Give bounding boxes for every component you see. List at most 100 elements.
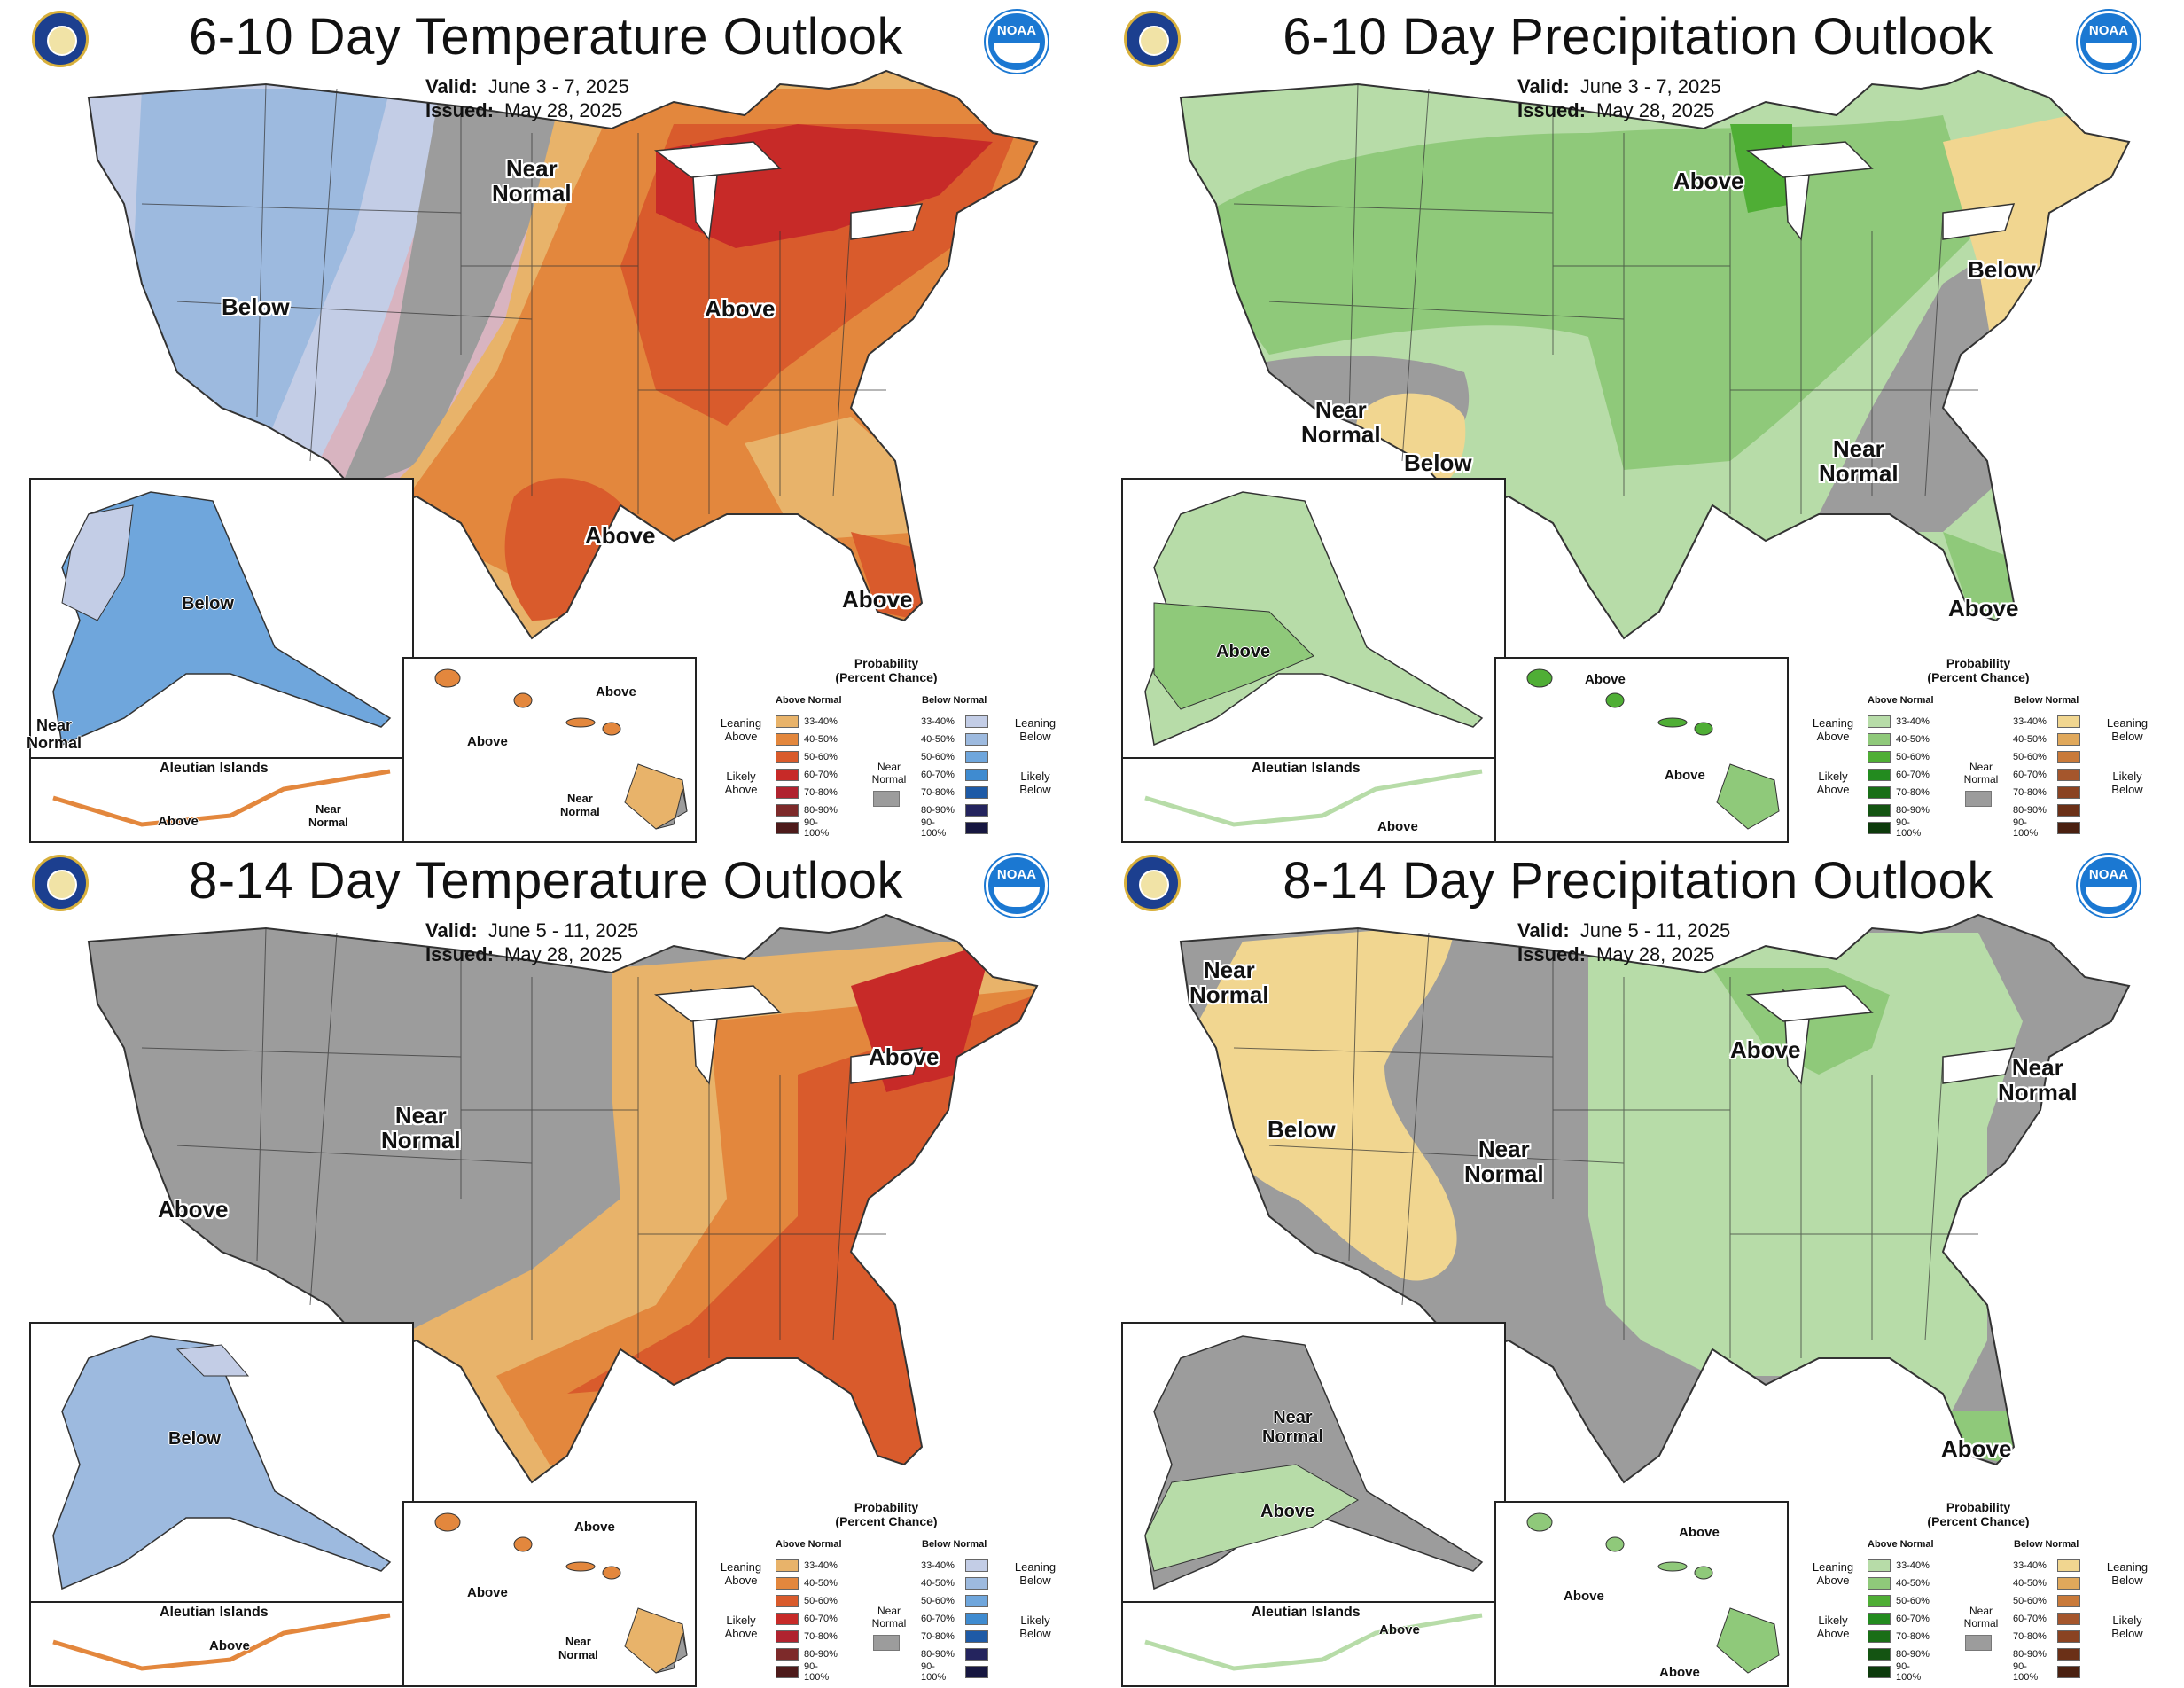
legend-swatch: [776, 751, 799, 763]
legend-left-swatches: 33-40% 40-50% 50-60% 60-70% 70-80% 80-90% 90-1…: [776, 1557, 848, 1683]
legend-range: 60-70%: [1896, 1614, 1930, 1624]
label-above-hawaii-2: Above: [596, 684, 636, 699]
legend-row: 40-50%: [916, 1575, 988, 1592]
label-near-normal-hawaii: Near Normal: [560, 792, 600, 818]
legend-swatch: [776, 786, 799, 799]
legend-leaning-left: Leaning Above: [1812, 716, 1854, 743]
legend-row: 50-60%: [2008, 748, 2080, 766]
label-above-aleutian: Above: [1379, 1622, 1420, 1637]
label-above-minnesota: Above: [1673, 168, 1744, 194]
legend-leaning-left: Leaning Above: [720, 1560, 762, 1587]
legend-range: 60-70%: [921, 1614, 955, 1624]
legend-range: 50-60%: [804, 1596, 838, 1606]
label-above-hawaii-1: Above: [1564, 1589, 1604, 1604]
legend-row: 80-90%: [916, 801, 988, 819]
panel-temp-6-10: NOAA 6-10 Day Temperature Outlook Valid:…: [0, 0, 1092, 844]
legend-row: 80-90%: [2008, 801, 2080, 819]
noaa-logo-text: NOAA: [2088, 23, 2129, 38]
legend-right-head: Below Normal: [922, 695, 987, 706]
label-near-normal-aleutian: Near Normal: [308, 802, 348, 829]
panel-meta: Valid: June 3 - 7, 2025 Issued: May 28, 20…: [1517, 74, 1721, 122]
legend-range: 40-50%: [2013, 1578, 2047, 1589]
legend-range: 60-70%: [804, 770, 838, 780]
legend-row: 90-100%: [1868, 1661, 1940, 1683]
legend-swatch: [776, 1577, 799, 1590]
legend-swatch: [2057, 769, 2080, 781]
legend: Probability (Percent Chance) Above Normal B…: [1797, 656, 2169, 842]
label-above-texas: Above: [585, 522, 656, 549]
legend-right-head: Below Normal: [2014, 1539, 2079, 1550]
legend-row: 90-100%: [916, 817, 988, 839]
label-above-hawaii-1: Above: [467, 1585, 508, 1600]
legend-range: 80-90%: [921, 805, 955, 816]
legend-swatch: [965, 804, 988, 817]
legend-row: 70-80%: [916, 784, 988, 801]
label-above-alaska: Above: [1216, 642, 1271, 661]
legend-right-swatches: 33-40% 40-50% 50-60% 60-70% 70-80% 80-90% 90-1…: [916, 1557, 988, 1683]
legend-likely-left: Likely Above: [724, 770, 758, 796]
legend-row: 60-70%: [776, 1610, 848, 1628]
legend-row: 70-80%: [1868, 784, 1940, 801]
legend-range: 80-90%: [921, 1649, 955, 1660]
legend-swatch: [965, 786, 988, 799]
legend-swatch: [776, 715, 799, 728]
issued-label: Issued:: [1517, 99, 1587, 121]
label-near-normal-hawaii: Near Normal: [558, 1635, 598, 1661]
legend-row: 90-100%: [2008, 1661, 2080, 1683]
legend-swatch: [776, 1595, 799, 1607]
legend-range: 40-50%: [2013, 734, 2047, 745]
aleutian-inset-title: Aleutian Islands: [160, 1605, 269, 1620]
legend-swatch: [965, 1577, 988, 1590]
legend-row: 40-50%: [2008, 731, 2080, 748]
valid-label: Valid:: [1517, 919, 1570, 942]
label-above-california: Above: [158, 1196, 229, 1223]
legend-range: 90-100%: [2013, 1661, 2039, 1683]
legend-swatch: [965, 715, 988, 728]
legend-swatch: [1868, 804, 1891, 817]
legend-swatch: [965, 822, 988, 834]
label-above-florida: Above: [1941, 1435, 2012, 1462]
legend-row: 33-40%: [776, 1557, 848, 1575]
legend-swatch: [2057, 1577, 2080, 1590]
legend-row: 70-80%: [2008, 1628, 2080, 1645]
noaa-logo-icon: NOAA: [2078, 855, 2140, 917]
legend-range: 90-100%: [921, 1661, 947, 1683]
legend-likely-right: Likely Below: [2111, 1614, 2143, 1640]
legend-near-normal: Near Normal: [1963, 1605, 1999, 1629]
legend-swatch: [965, 1559, 988, 1572]
legend-range: 60-70%: [2013, 1614, 2047, 1624]
legend-range: 80-90%: [2013, 805, 2047, 816]
panel-meta: Valid: June 3 - 7, 2025 Issued: May 28, 20…: [425, 74, 629, 122]
legend-swatch: [1868, 1559, 1891, 1572]
valid-label: Valid:: [1517, 75, 1570, 98]
legend-range: 40-50%: [804, 734, 838, 745]
legend-swatch: [776, 1648, 799, 1661]
legend-swatch: [2057, 1666, 2080, 1678]
label-above-great-lakes: Above: [705, 295, 776, 322]
label-near-normal-northeast: Near Normal: [1998, 1054, 2078, 1106]
legend-row: 60-70%: [776, 766, 848, 784]
legend-swatch: [2057, 822, 2080, 834]
legend-likely-right: Likely Below: [1019, 770, 1051, 796]
legend-row: 40-50%: [916, 731, 988, 748]
legend-range: 70-80%: [921, 1631, 955, 1642]
label-above-hawaii-2: Above: [1665, 768, 1705, 783]
legend-range: 80-90%: [804, 805, 838, 816]
legend-swatch: [776, 822, 799, 834]
issued-label: Issued:: [425, 943, 495, 965]
legend-swatch: [965, 1613, 988, 1625]
label-near-normal-rockies: Near Normal: [1464, 1136, 1544, 1187]
legend-swatch: [1868, 1666, 1891, 1678]
noaa-logo-icon: NOAA: [986, 855, 1048, 917]
legend-near-swatch: [873, 1635, 900, 1651]
legend-title: Probability (Percent Chance): [1927, 1500, 2030, 1528]
legend-row: 33-40%: [1868, 1557, 1940, 1575]
legend-swatch: [2057, 786, 2080, 799]
legend-range: 90-100%: [1896, 1661, 1922, 1683]
legend-range: 33-40%: [921, 1560, 955, 1571]
legend-leaning-left: Leaning Above: [720, 716, 762, 743]
legend-swatch: [1868, 1630, 1891, 1643]
legend-near-swatch: [873, 791, 900, 807]
legend-range: 90-100%: [2013, 817, 2039, 839]
legend-row: 50-60%: [1868, 748, 1940, 766]
